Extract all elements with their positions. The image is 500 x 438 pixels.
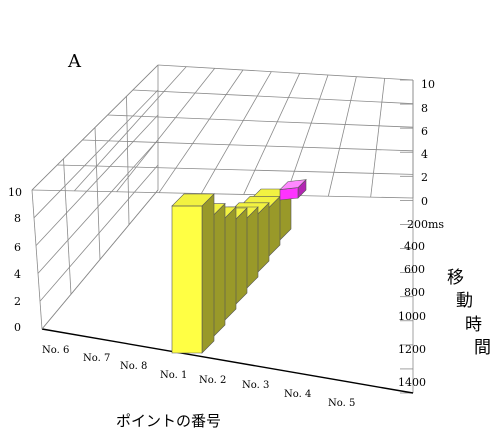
right-tick-label: 2 bbox=[421, 171, 428, 184]
panel-label: A bbox=[67, 51, 82, 72]
right-tick-label: 6 bbox=[421, 125, 428, 138]
grid-line bbox=[82, 139, 414, 152]
floor-edge bbox=[41, 328, 414, 394]
category-label: No. 8 bbox=[120, 361, 147, 372]
left-tick-label: 10 bbox=[8, 186, 22, 199]
bar-side bbox=[201, 193, 215, 354]
y-axis-title-char: 移 bbox=[447, 268, 464, 288]
grid-line bbox=[285, 74, 329, 196]
right-tick-label: 0 bbox=[421, 195, 428, 208]
depth-category-labels: No. 6 No. 7 No. 8 bbox=[42, 345, 147, 372]
front-category-labels: No. 1 No. 2 No. 3 No. 4 No. 5 bbox=[160, 370, 355, 409]
grid-line bbox=[132, 89, 414, 104]
left-tick-label: 8 bbox=[14, 212, 21, 225]
right-tick-label: 1400 bbox=[398, 376, 426, 389]
y-axis-title: 移 動 時 間 bbox=[447, 268, 491, 358]
right-tick-label: 8 bbox=[421, 102, 428, 115]
bar-side bbox=[245, 206, 259, 290]
category-label: No. 4 bbox=[284, 389, 311, 400]
left-tick-label: 6 bbox=[14, 241, 21, 254]
right-tick-label: 1200 bbox=[398, 343, 426, 356]
grid-line bbox=[63, 158, 72, 295]
right-tick-label: 400 bbox=[404, 240, 425, 253]
bar bbox=[171, 205, 203, 354]
right-tick-label: 10 bbox=[421, 78, 435, 91]
right-tick-label: 600 bbox=[404, 263, 425, 276]
right-tick-labels-upper: 10 8 6 4 2 0 bbox=[421, 78, 435, 208]
category-label: No. 1 bbox=[160, 370, 187, 381]
left-tick-label: 4 bbox=[14, 268, 21, 281]
right-tick-label: 1000 bbox=[398, 310, 426, 323]
grid-line bbox=[57, 164, 414, 175]
grid-line bbox=[243, 73, 301, 195]
grid-line bbox=[94, 127, 101, 260]
right-tick-label: 800 bbox=[404, 286, 425, 299]
category-label: No. 3 bbox=[242, 380, 269, 391]
grid-line bbox=[74, 66, 187, 192]
bar-top bbox=[171, 193, 215, 207]
right-tick-labels-lower: 200ms 400 600 800 1000 1200 1400 bbox=[398, 218, 444, 389]
category-label: No. 6 bbox=[42, 345, 69, 356]
x-axis-title: ポイントの番号 bbox=[116, 412, 221, 430]
bar-side bbox=[212, 202, 226, 338]
bars-layer bbox=[171, 178, 307, 354]
left-tick-label: 2 bbox=[14, 295, 21, 308]
y-axis-title-char: 動 bbox=[456, 291, 473, 311]
grid-line bbox=[126, 96, 130, 225]
category-label: No. 5 bbox=[328, 398, 355, 409]
right-tick-label: 200ms bbox=[407, 218, 444, 231]
y-axis-title-char: 間 bbox=[474, 338, 491, 358]
left-tick-labels: 10 8 6 4 2 0 bbox=[8, 186, 22, 334]
category-label: No. 2 bbox=[199, 375, 226, 386]
grid-line bbox=[157, 64, 414, 81]
right-tick-label: 4 bbox=[421, 148, 428, 161]
grid-line bbox=[200, 71, 272, 194]
grid-line bbox=[31, 189, 414, 199]
grid-line bbox=[158, 69, 244, 193]
grid-line bbox=[107, 114, 414, 128]
bar-top bbox=[279, 179, 307, 190]
grid-line bbox=[370, 78, 386, 198]
category-label: No. 7 bbox=[83, 353, 110, 364]
grid-line bbox=[31, 189, 43, 330]
bar-side bbox=[234, 207, 248, 306]
left-tick-label: 0 bbox=[14, 321, 21, 334]
floor-edge bbox=[41, 189, 159, 330]
bar-side bbox=[223, 206, 237, 322]
y-axis-title-char: 時 bbox=[465, 315, 482, 335]
grid-layer bbox=[31, 64, 414, 394]
grid-line bbox=[327, 76, 357, 197]
grid-line bbox=[116, 68, 215, 193]
